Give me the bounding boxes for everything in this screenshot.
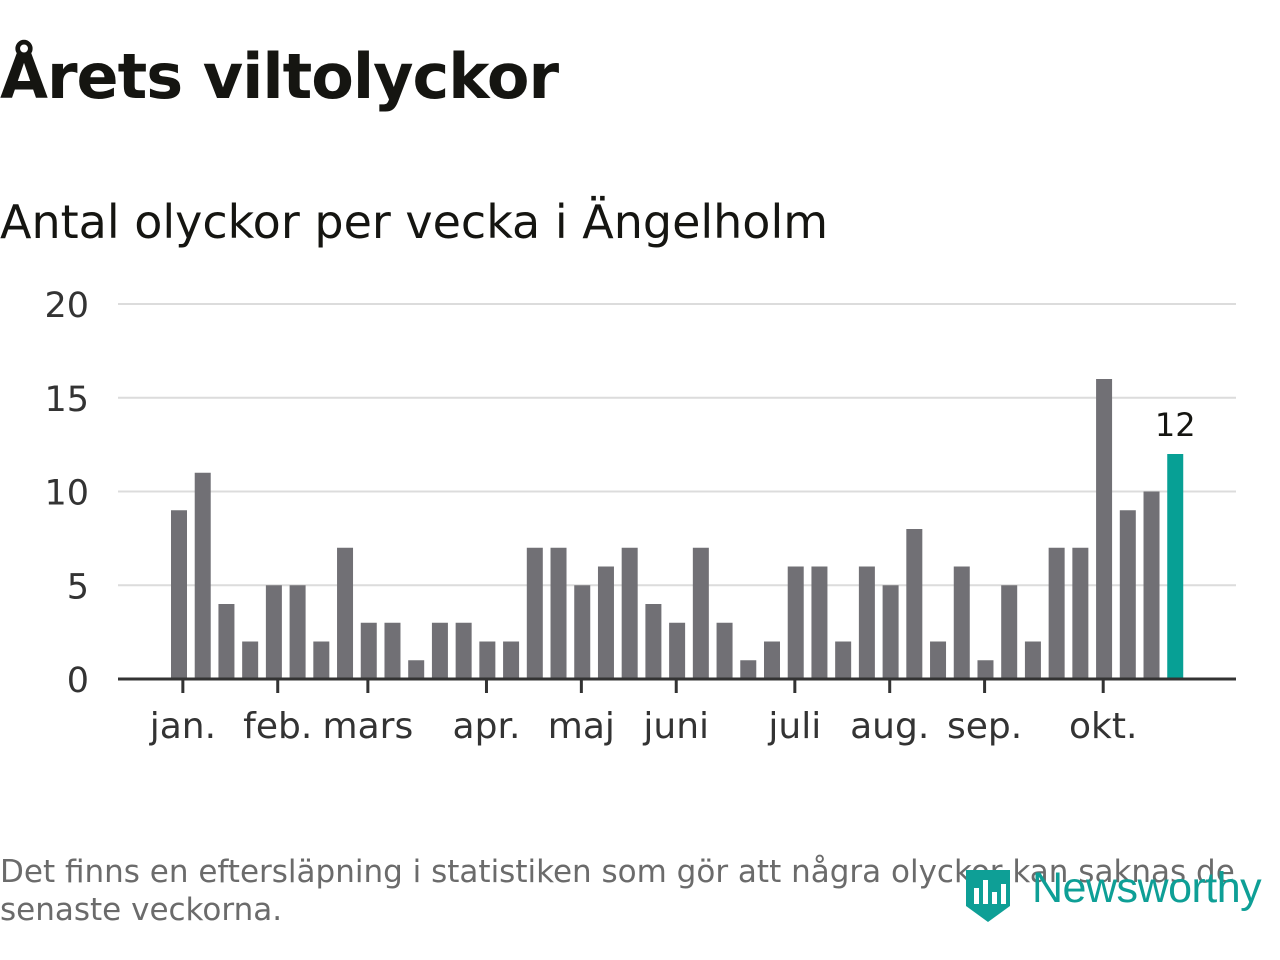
bar (858, 566, 875, 679)
bar (455, 622, 472, 679)
bar (1096, 379, 1113, 679)
bar-chart: 0 5 10 15 20 jan. feb. mars apr. maj juni juli aug.… (44, 286, 1236, 747)
bar (1119, 510, 1136, 679)
bar (337, 547, 354, 679)
x-axis-ticks: jan. feb. mars apr. maj juni juli aug. sep. okt. (149, 679, 1137, 747)
bar (669, 622, 686, 679)
bar (787, 566, 804, 679)
bar (384, 622, 401, 679)
x-tick-label: apr. (453, 706, 521, 747)
x-tick-label: maj (548, 706, 615, 747)
newsworthy-logo[interactable]: Newsworthy (962, 862, 1278, 924)
bar (289, 585, 306, 679)
bar (882, 585, 899, 679)
x-tick-label: feb. (243, 706, 312, 747)
x-tick-label: sep. (947, 706, 1022, 747)
chart-subtitle: Antal olyckor per vecka i Ängelholm (0, 195, 829, 249)
y-tick-label: 5 (67, 567, 89, 607)
bar (171, 510, 187, 679)
bar (574, 585, 591, 679)
y-tick-label: 15 (44, 380, 89, 420)
bar (740, 660, 757, 679)
bar (408, 660, 425, 679)
x-tick-label: juli (767, 706, 821, 747)
bar (526, 547, 543, 679)
bar (550, 547, 567, 679)
bar (953, 566, 970, 679)
y-tick-label: 0 (67, 661, 89, 701)
bar (811, 566, 828, 679)
bar (360, 622, 377, 679)
bar (645, 604, 662, 679)
y-tick-label: 20 (44, 286, 89, 326)
bar (764, 641, 780, 679)
bar (313, 641, 330, 679)
y-axis-tick-labels: 0 5 10 15 20 (44, 286, 89, 701)
x-tick-label: aug. (850, 706, 929, 747)
bar (977, 660, 994, 679)
bar (692, 547, 709, 679)
x-tick-label: mars (323, 706, 414, 747)
bar (1143, 491, 1160, 679)
bar (930, 641, 947, 679)
footnote: Det finns en eftersläpning i statistiken… (0, 854, 1235, 928)
bar (194, 472, 211, 679)
bars (171, 379, 1184, 679)
bar (1048, 547, 1065, 679)
bar (716, 622, 733, 679)
bar (431, 622, 448, 679)
bar (479, 641, 496, 679)
bar (1024, 641, 1041, 679)
bar (1072, 547, 1089, 679)
bar (906, 529, 923, 679)
bar (218, 604, 235, 679)
bar-highlight (1167, 454, 1184, 679)
bar (503, 641, 520, 679)
bar (265, 585, 282, 679)
brand-name: Newsworthy (1032, 864, 1262, 912)
chart-title: Årets viltolyckor (0, 40, 559, 113)
data-labels: 12 (1155, 406, 1196, 444)
x-tick-label: juni (642, 706, 709, 747)
x-tick-label: okt. (1069, 706, 1137, 747)
bar (621, 547, 638, 679)
bar (1001, 585, 1018, 679)
newsworthy-logo-icon (966, 870, 1010, 922)
grid-lines (118, 303, 1236, 587)
bar (835, 641, 852, 679)
bar (597, 566, 614, 679)
bar (242, 641, 259, 679)
data-label: 12 (1155, 406, 1196, 444)
x-tick-label: jan. (149, 706, 216, 747)
y-tick-label: 10 (44, 474, 89, 514)
